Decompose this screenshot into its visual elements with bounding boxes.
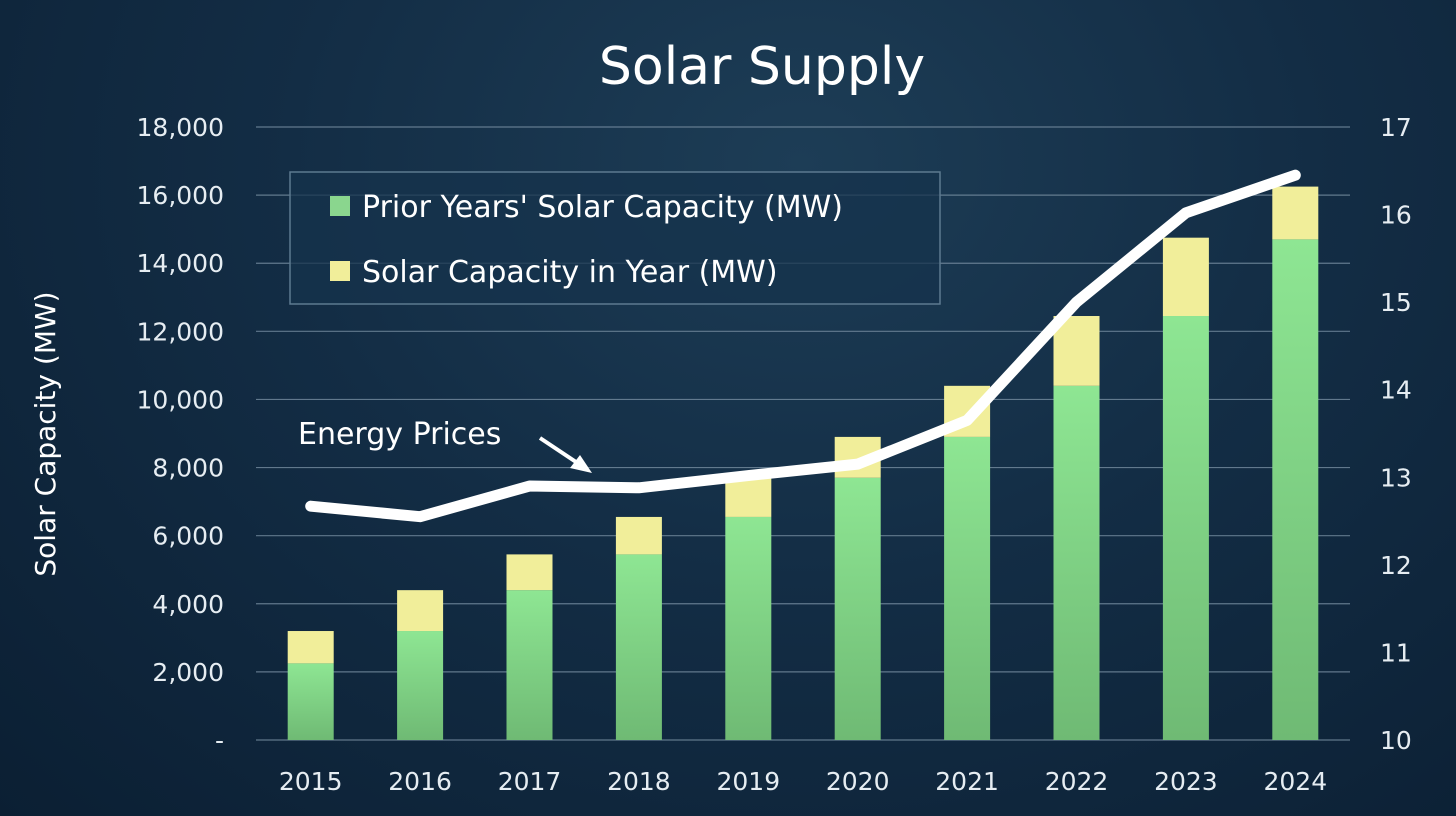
energy-price-point (747, 474, 750, 477)
legend-swatch-prior-years (330, 196, 350, 216)
energy-prices-annotation: Energy Prices (298, 417, 592, 473)
x-tick-label: 2016 (388, 767, 452, 796)
bar-prior-years (1272, 239, 1319, 740)
y-axis-label: Solar Capacity (MW) (29, 291, 62, 576)
x-tick-label: 2020 (826, 767, 890, 796)
chart-title: Solar Supply (599, 37, 925, 97)
y-tick-label: - (215, 726, 224, 755)
x-tick-label: 2021 (935, 767, 999, 796)
legend-label-prior-years: Prior Years' Solar Capacity (MW) (362, 190, 843, 225)
y-axis-ticks: - 2,000 4,000 6,000 8,000 10,000 12,000 14,000 1… (137, 113, 224, 755)
y2-tick-label: 11 (1380, 638, 1412, 667)
y-tick-label: 16,000 (137, 181, 224, 210)
bar-prior-years (725, 516, 772, 740)
legend: Prior Years' Solar Capacity (MW) Solar C… (289, 171, 941, 305)
bar-prior-years (397, 631, 444, 740)
x-tick-label: 2018 (607, 767, 671, 796)
energy-price-point (966, 419, 969, 422)
energy-price-point (528, 485, 531, 488)
bar-in-year (506, 554, 553, 591)
bar-in-year (1053, 316, 1100, 386)
y2-tick-label: 17 (1380, 113, 1412, 142)
y-tick-label: 10,000 (137, 385, 224, 414)
bar-prior-years (944, 436, 991, 740)
bar-in-year (615, 516, 662, 555)
y-tick-label: 8,000 (152, 454, 224, 483)
bar-prior-years (615, 554, 662, 740)
bar-series (287, 186, 1319, 740)
x-tick-label: 2015 (279, 767, 343, 796)
legend-swatch-in-year (330, 261, 350, 281)
energy-price-point (1075, 301, 1078, 304)
y2-tick-label: 13 (1380, 463, 1412, 492)
y2-tick-label: 12 (1380, 551, 1412, 580)
y2-tick-label: 15 (1380, 288, 1412, 317)
y2-tick-label: 10 (1380, 726, 1412, 755)
energy-price-point (419, 515, 422, 518)
bar-prior-years (1162, 316, 1209, 740)
annotation-arrow-head (570, 455, 592, 473)
bar-in-year (725, 477, 772, 517)
x-tick-label: 2019 (716, 767, 780, 796)
bar-in-year (1162, 237, 1209, 317)
x-tick-label: 2022 (1045, 767, 1109, 796)
y-tick-label: 18,000 (137, 113, 224, 142)
x-tick-label: 2017 (498, 767, 562, 796)
bar-in-year (1272, 186, 1319, 240)
annotation-arrow-shaft (538, 436, 584, 468)
energy-price-point (637, 486, 640, 489)
x-tick-label: 2024 (1263, 767, 1327, 796)
legend-label-in-year: Solar Capacity in Year (MW) (362, 255, 778, 290)
y2-tick-label: 16 (1380, 201, 1412, 230)
y2-axis-ticks: 10 11 12 13 14 15 16 17 (1380, 113, 1412, 755)
y-tick-label: 4,000 (152, 590, 224, 619)
bar-prior-years (287, 663, 334, 740)
energy-price-point (1294, 174, 1297, 177)
y-tick-label: 2,000 (152, 658, 224, 687)
y-tick-label: 14,000 (137, 249, 224, 278)
x-axis-ticks: 2015 2016 2017 2018 2019 2020 2021 2022 2023 2024 (279, 767, 1327, 796)
annotation-text: Energy Prices (298, 417, 501, 452)
energy-price-line-path (305, 169, 1301, 523)
energy-price-line (305, 169, 1301, 523)
y-tick-label: 6,000 (152, 522, 224, 551)
y-tick-label: 12,000 (137, 317, 224, 346)
energy-price-point (856, 463, 859, 466)
bar-in-year (397, 590, 444, 632)
bar-prior-years (1053, 385, 1100, 740)
bar-prior-years (834, 477, 881, 740)
energy-price-point (309, 505, 312, 508)
x-tick-label: 2023 (1154, 767, 1218, 796)
bar-prior-years (506, 590, 553, 740)
y2-tick-label: 14 (1380, 376, 1412, 405)
bar-in-year (287, 631, 334, 664)
energy-price-point (1184, 211, 1187, 214)
legend-box (289, 171, 941, 305)
